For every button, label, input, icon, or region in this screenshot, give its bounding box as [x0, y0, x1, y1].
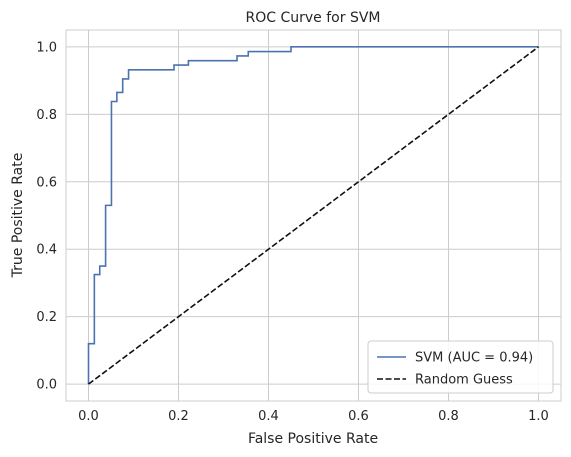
- y-tick-label: 0.0: [36, 378, 57, 393]
- legend-label: SVM (AUC = 0.94): [415, 351, 533, 366]
- legend-box: [367, 340, 554, 394]
- x-tick-label: 0.6: [348, 409, 369, 424]
- y-tick-label: 1.0: [36, 40, 57, 55]
- x-tick-label: 0.4: [258, 409, 279, 424]
- y-tick-label: 0.2: [36, 310, 57, 325]
- x-axis-label: False Positive Rate: [248, 431, 378, 447]
- x-tick-label: 0.8: [438, 409, 459, 424]
- y-tick-label: 0.4: [36, 243, 57, 258]
- y-axis-label: True Positive Rate: [10, 153, 26, 279]
- series-line-1: [88, 46, 539, 385]
- y-tick-label: 0.8: [36, 108, 57, 123]
- x-tick-label: 0.0: [78, 409, 99, 424]
- legend-label: Random Guess: [415, 373, 513, 388]
- x-tick-label: 0.2: [168, 409, 189, 424]
- axes-frame: [65, 29, 562, 402]
- series-line-0: [87, 46, 539, 385]
- chart-title: ROC Curve for SVM: [246, 10, 381, 26]
- grid: [66, 30, 561, 401]
- tick-labels: 0.0 0.2 0.4 0.6 0.8 1.0 0.0 0.2 0.4 0.6 0.8 1.0: [36, 40, 549, 424]
- series-layer: [87, 46, 539, 385]
- legend: SVM (AUC = 0.94) Random Guess: [367, 340, 554, 394]
- x-tick-label: 1.0: [528, 409, 549, 424]
- y-tick-label: 0.6: [36, 175, 57, 190]
